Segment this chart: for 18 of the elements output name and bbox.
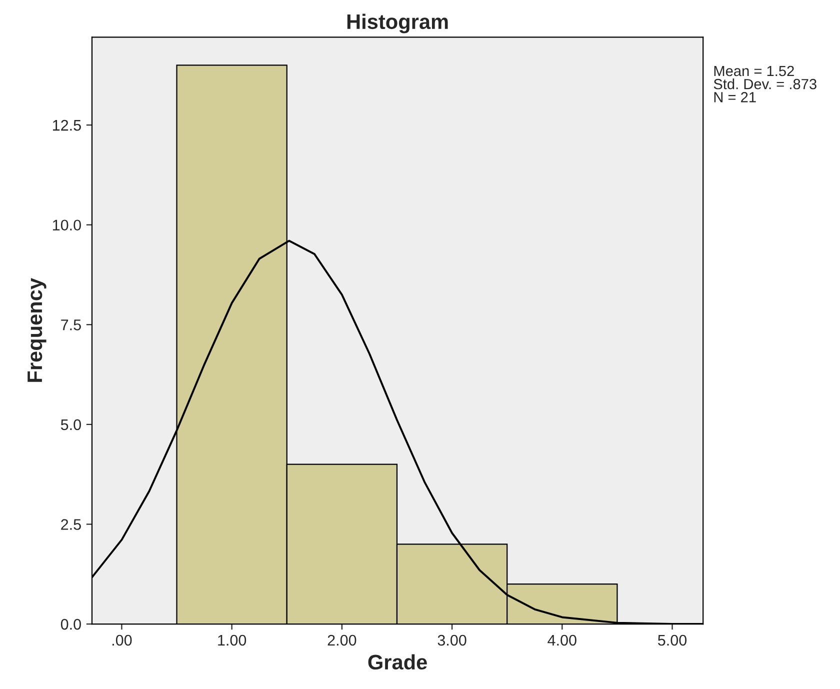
y-tick-label: 12.5 [52,120,81,131]
x-tick-label: 5.00 [658,634,687,646]
y-tick-label: 7.5 [61,320,81,330]
x-axis-title: Grade [368,654,427,670]
y-axis-title: Frequency [28,278,46,382]
y-tick-label: 0.0 [60,618,81,630]
text: Mean = 1.52 [714,66,794,76]
chart-title: Histogram [347,14,448,34]
x-tick-label: .00 [112,634,132,646]
x-tick-label: 2.00 [328,634,356,646]
x-tick-label: 3.00 [438,634,466,646]
text: N = 21 [714,92,756,102]
text: Std. Dev. = .873 [714,78,816,90]
y-tick-label: 5.0 [60,419,81,430]
x-tick-label: 1.00 [218,634,246,646]
y-tick-label: 2.5 [61,519,81,530]
x-tick-label: 4.00 [548,634,576,646]
y-tick-label: 10.0 [52,220,81,231]
